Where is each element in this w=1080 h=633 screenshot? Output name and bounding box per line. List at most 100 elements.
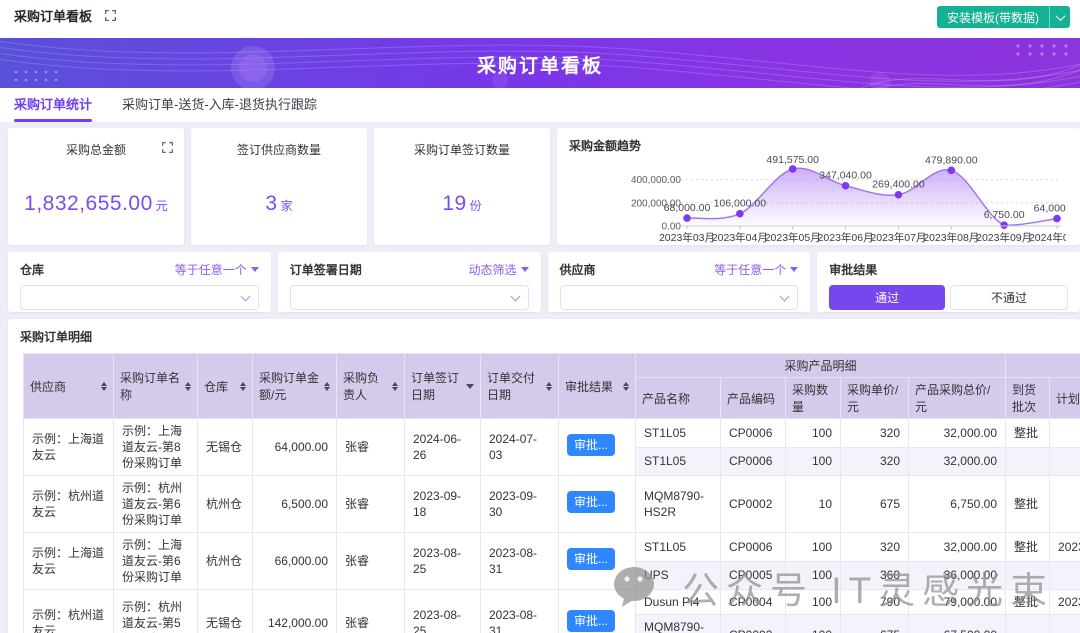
table-header: 供应商 采购订单名称 仓库 采购订单金额/元 采购负责人 订单签订日期 订单交付… [23, 353, 1080, 419]
cell-owner: 张睿 [336, 418, 405, 476]
col-warehouse[interactable]: 仓库 [197, 353, 253, 419]
tab-strip: 采购订单统计 采购订单-送货-入库-退货执行跟踪 [0, 88, 1080, 122]
cell-qty: 100 [785, 532, 841, 562]
cell-qty: 100 [785, 446, 841, 476]
approve-status-button[interactable]: 审批... [567, 609, 616, 632]
fullscreen-icon[interactable] [104, 9, 117, 22]
cell-deliver-date: 2023-09-30 [480, 475, 559, 533]
dashboard-banner: 采购订单看板 [0, 38, 1080, 88]
col-supplier[interactable]: 供应商 [23, 353, 114, 419]
sort-icon[interactable] [392, 381, 398, 391]
cell-total-price: 6,750.00 [907, 475, 1007, 533]
col-owner[interactable]: 采购负责人 [336, 353, 405, 419]
cell-batch: 整批 [1005, 532, 1051, 562]
banner-decoration [0, 40, 1080, 88]
cell-plan-date [1049, 560, 1080, 590]
col-order-name[interactable]: 采购订单名称 [113, 353, 198, 419]
cell-batch [1005, 446, 1051, 476]
cell-batch: 整批 [1005, 418, 1051, 448]
triangle-down-icon [520, 267, 529, 272]
table-row: UPS CP0005 100 360 36,000.00 [24, 560, 1080, 590]
sort-icon[interactable] [185, 381, 191, 391]
approval-pass-button[interactable]: 通过 [829, 285, 946, 310]
cell-unit-price: 790 [840, 589, 909, 615]
sort-desc-icon[interactable] [466, 383, 474, 389]
cell-deliver-date: 2024-07-03 [480, 418, 559, 476]
sign-date-select[interactable] [289, 285, 529, 310]
filter-operator-dropdown[interactable]: 等于任意一个 [714, 261, 799, 278]
order-detail-table: 供应商 采购订单名称 仓库 采购订单金额/元 采购负责人 订单签订日期 订单交付… [23, 353, 1080, 633]
approve-status-button[interactable]: 审批... [567, 434, 616, 456]
filter-sign-date: 订单签署日期 动态筛选 [277, 252, 541, 312]
chevron-down-icon[interactable] [1050, 6, 1070, 28]
install-template-label[interactable]: 安装模板(带数据) [947, 10, 1039, 25]
filter-label: 供应商 [559, 263, 596, 277]
col-approval[interactable]: 审批结果 [558, 353, 636, 419]
col-total-price[interactable]: 产品采购总价/元 [907, 377, 1007, 419]
cell-owner: 张睿 [336, 475, 405, 533]
cell-sign-date: 2023-08-25 [404, 589, 481, 633]
svg-text:106,000.00: 106,000.00 [714, 198, 767, 210]
install-template-button[interactable]: 安装模板(带数据) [937, 6, 1070, 28]
sort-icon[interactable] [324, 381, 330, 391]
cell-total-price: 32,000.00 [907, 532, 1007, 562]
filter-operator-dropdown[interactable]: 等于任意一个 [175, 261, 259, 278]
cell-sign-date: 2023-08-25 [404, 532, 481, 590]
table-wrapper[interactable]: 供应商 采购订单名称 仓库 采购订单金额/元 采购负责人 订单签订日期 订单交付… [23, 353, 1080, 633]
table-row: 示例：杭州道友云示例：杭州道友云-第5份采购订单无锡仓142,000.00张睿2… [23, 589, 1080, 633]
col-product-name[interactable]: 产品名称 [635, 377, 721, 419]
supplier-select[interactable] [559, 285, 799, 310]
cell-order-name: 示例：杭州道友云-第5份采购订单 [113, 589, 198, 633]
expand-icon[interactable] [161, 141, 174, 154]
cell-total-price: 32,000.00 [907, 446, 1007, 476]
cell-supplier: 示例：杭州道友云 [23, 475, 114, 533]
col-sign-date[interactable]: 订单签订日期 [404, 353, 481, 419]
svg-text:2023年04月: 2023年04月 [712, 231, 768, 244]
cell-batch: 整批 [1005, 475, 1051, 533]
table-body: 示例：上海道友云 示例：上海道友云-第8份采购订单 无锡仓 64,000.00 张睿 20… [23, 418, 1080, 633]
warehouse-select[interactable] [20, 285, 259, 310]
stat-value: 3 [265, 192, 278, 215]
cell-total-price: 36,000.00 [907, 560, 1007, 590]
col-amount[interactable]: 采购订单金额/元 [252, 353, 337, 419]
col-unit-price[interactable]: 采购单价/元 [840, 377, 909, 419]
cell-plan-date: 2023- [1049, 532, 1080, 562]
cell-product-code: CP0006 [720, 418, 786, 448]
group-header-product-detail: 采购产品明细 [634, 353, 1007, 378]
approval-fail-button[interactable]: 不通过 [950, 285, 1068, 310]
stat-label: 采购订单签订数量 [413, 143, 510, 157]
triangle-down-icon [790, 267, 799, 272]
cell-product-code: CP0006 [720, 446, 786, 476]
filter-operator-dropdown[interactable]: 动态筛选 [468, 261, 529, 278]
svg-text:2023年05月: 2023年05月 [765, 231, 821, 244]
cell-unit-price: 360 [840, 560, 909, 590]
sort-icon[interactable] [240, 381, 246, 391]
sort-icon[interactable] [101, 381, 107, 391]
col-plan-date[interactable]: 计划到 [1049, 377, 1080, 419]
cell-warehouse: 无锡仓 [197, 418, 253, 476]
approve-status-button[interactable]: 审批... [567, 548, 616, 570]
sort-icon[interactable] [546, 381, 552, 391]
cell-unit-price: 320 [840, 532, 909, 562]
cell-qty: 100 [785, 614, 841, 633]
cell-product-name: Dusun Pi4 [635, 589, 721, 615]
col-qty[interactable]: 采购数量 [785, 377, 841, 419]
tab-order-statistics[interactable]: 采购订单统计 [14, 94, 93, 122]
banner-title: 采购订单看板 [476, 56, 603, 77]
cell-qty: 100 [785, 589, 841, 615]
col-product-code[interactable]: 产品编码 [720, 377, 786, 419]
filter-label: 订单签署日期 [289, 263, 362, 277]
cell-supplier: 示例：上海道友云 [23, 532, 114, 590]
svg-text:2023年09月: 2023年09月 [976, 231, 1032, 244]
button-divider [1049, 6, 1050, 28]
col-batch[interactable]: 到货批次 [1005, 377, 1051, 419]
sort-icon[interactable] [623, 381, 629, 391]
tab-order-tracking[interactable]: 采购订单-送货-入库-退货执行跟踪 [122, 97, 318, 112]
chevron-down-icon [779, 291, 790, 301]
cell-sign-date: 2023-09-18 [404, 475, 481, 533]
approve-status-button[interactable]: 审批... [567, 491, 616, 513]
cell-plan-date [1049, 475, 1080, 533]
svg-text:2023年06月: 2023年06月 [818, 231, 874, 244]
col-deliver-date[interactable]: 订单交付日期 [480, 353, 559, 419]
